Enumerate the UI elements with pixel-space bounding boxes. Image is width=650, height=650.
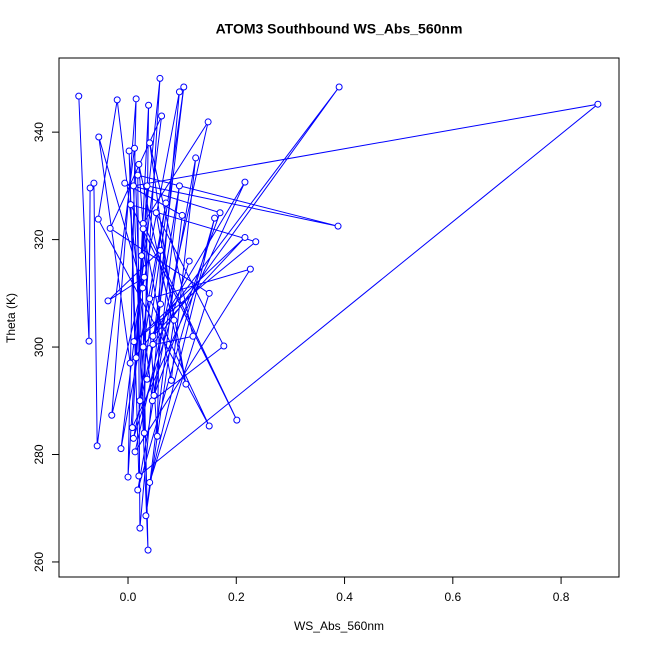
data-point	[75, 92, 83, 100]
data-point	[142, 512, 150, 520]
data-point	[117, 445, 125, 453]
data-point	[252, 238, 260, 246]
data-point	[149, 340, 157, 348]
data-point	[139, 225, 147, 233]
data-point	[136, 524, 144, 532]
data-point	[185, 257, 193, 265]
data-point	[144, 546, 152, 554]
data-point	[182, 380, 190, 388]
data-point	[90, 179, 98, 187]
data-point	[152, 209, 160, 217]
data-point	[335, 83, 343, 91]
data-point	[125, 147, 133, 155]
data-point	[246, 265, 254, 273]
y-tick-label: 320	[32, 229, 46, 249]
data-point	[167, 376, 175, 384]
data-point	[146, 295, 154, 303]
data-point	[143, 375, 151, 383]
data-point	[124, 473, 132, 481]
data-point	[85, 337, 93, 345]
data-point	[233, 416, 241, 424]
data-point	[175, 182, 183, 190]
data-point	[113, 96, 121, 104]
data-point	[129, 182, 137, 190]
data-point	[192, 154, 200, 162]
x-tick-label: 0.8	[553, 590, 570, 604]
data-point	[139, 284, 147, 292]
data-point	[86, 184, 94, 192]
data-point	[146, 478, 154, 486]
data-point	[94, 215, 102, 223]
data-point	[158, 112, 166, 120]
y-tick-label: 260	[32, 552, 46, 572]
data-point	[126, 359, 134, 367]
data-point	[334, 222, 342, 230]
data-point	[106, 224, 114, 232]
data-point	[211, 214, 219, 222]
data-point	[132, 354, 140, 362]
data-point	[170, 316, 178, 324]
data-point	[138, 252, 146, 260]
data-point	[204, 118, 212, 126]
data-point	[134, 171, 142, 179]
data-point	[153, 432, 161, 440]
x-tick-label: 0.4	[336, 590, 353, 604]
data-point	[241, 178, 249, 186]
data-point	[189, 332, 197, 340]
data-point	[139, 343, 147, 351]
data-point	[205, 422, 213, 430]
y-tick-label: 280	[32, 444, 46, 464]
data-point	[95, 133, 103, 141]
y-tick-label: 300	[32, 337, 46, 357]
y-axis-label: Theta (K)	[4, 293, 18, 343]
x-tick-label: 0.2	[228, 590, 245, 604]
data-point	[134, 486, 142, 494]
data-point	[146, 139, 154, 147]
data-point	[149, 332, 157, 340]
data-point	[128, 424, 136, 432]
data-point	[135, 160, 143, 168]
data-point	[241, 233, 249, 241]
data-point	[143, 182, 151, 190]
data-line	[78, 78, 600, 551]
data-point	[156, 246, 164, 254]
data-point	[140, 273, 148, 281]
data-point	[220, 342, 228, 350]
data-point	[127, 201, 135, 209]
data-point	[131, 144, 139, 152]
data-point	[130, 338, 138, 346]
data-point	[135, 472, 143, 480]
data-point	[156, 300, 164, 308]
x-tick-label: 0.0	[120, 590, 137, 604]
y-tick-label: 340	[32, 122, 46, 142]
data-point	[216, 209, 224, 217]
data-point	[205, 289, 213, 297]
data-point	[178, 211, 186, 219]
data-point	[104, 297, 112, 305]
x-tick-label: 0.6	[444, 590, 461, 604]
data-point	[150, 391, 158, 399]
data-point	[175, 88, 183, 96]
data-point	[93, 442, 101, 450]
data-point	[162, 199, 170, 207]
x-axis-label: WS_Abs_560nm	[294, 619, 384, 633]
data-point	[156, 74, 164, 82]
data-point	[129, 434, 137, 442]
data-point	[140, 429, 148, 437]
data-point	[180, 83, 188, 91]
chart-title: ATOM3 Southbound WS_Abs_560nm	[216, 21, 463, 37]
data-point	[121, 179, 129, 187]
data-point	[108, 411, 116, 419]
data-point	[131, 448, 139, 456]
data-point	[132, 95, 140, 103]
data-point	[594, 100, 602, 108]
data-point	[136, 397, 144, 405]
data-point	[145, 101, 153, 109]
